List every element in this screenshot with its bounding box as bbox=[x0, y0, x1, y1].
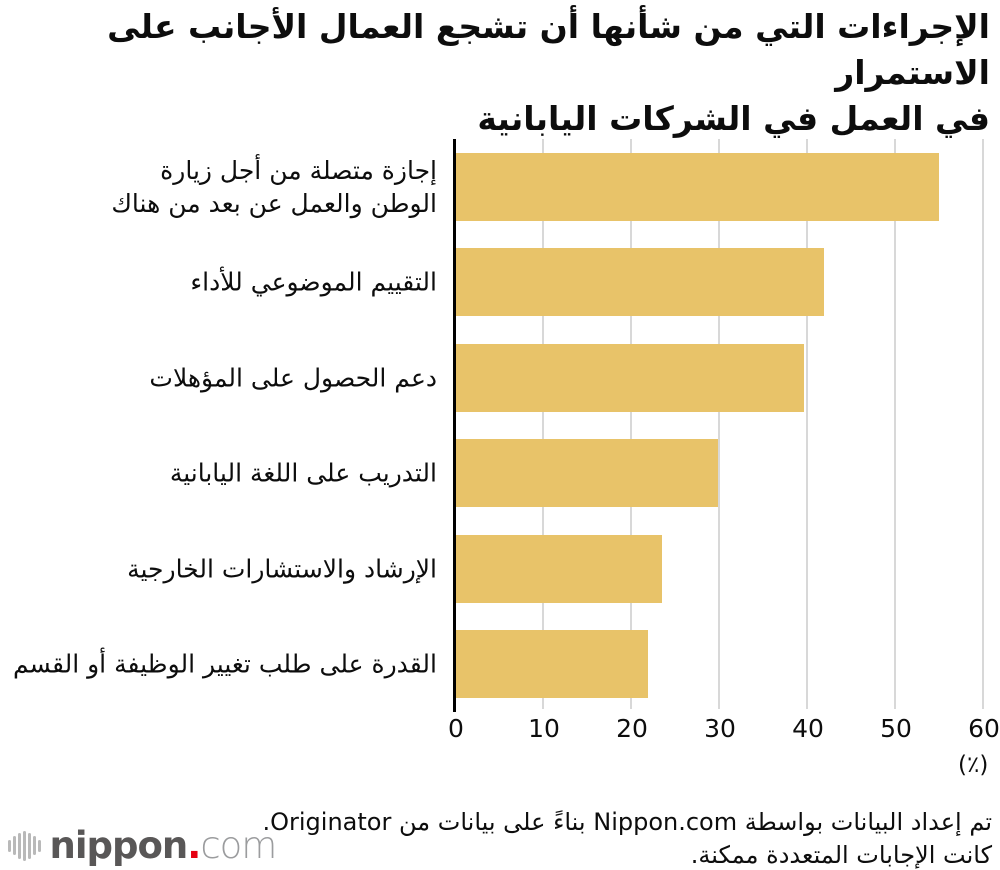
logo-dot: . bbox=[187, 824, 201, 867]
gridline-10 bbox=[542, 139, 544, 709]
bar-3 bbox=[456, 439, 719, 508]
gridline-40 bbox=[806, 139, 808, 709]
nippon-logo: nippon . com bbox=[8, 824, 278, 867]
waveform-icon bbox=[8, 826, 41, 866]
category-label-3: التدريب على اللغة اليابانية bbox=[169, 458, 437, 488]
x-tick-label-40: 40 bbox=[792, 714, 824, 743]
logo-tld: com bbox=[200, 824, 277, 867]
logo-name: nippon bbox=[49, 824, 189, 867]
source-note: تم إعداد البيانات بواسطة Nippon.com بناء… bbox=[222, 806, 992, 870]
category-label-4: الإرشاد والاستشارات الخارجية bbox=[127, 554, 437, 584]
category-label-2: دعم الحصول على المؤهلات bbox=[149, 363, 437, 393]
source-note-line1: تم إعداد البيانات بواسطة Nippon.com بناء… bbox=[262, 808, 992, 836]
bar-4 bbox=[456, 534, 662, 603]
bar-0 bbox=[456, 153, 940, 221]
x-tick-label-20: 20 bbox=[616, 714, 648, 743]
chart-title: الإجراءات التي من شأنها أن تشجع العمال ا… bbox=[107, 7, 990, 138]
gridline-60 bbox=[982, 139, 984, 709]
x-tick-label-30: 30 bbox=[704, 714, 736, 743]
gridline-50 bbox=[894, 139, 896, 709]
x-axis-unit-label: (٪) bbox=[958, 752, 989, 778]
bar-1 bbox=[456, 248, 824, 317]
nippon-logo-text: nippon . com bbox=[49, 824, 278, 867]
x-tick-label-10: 10 bbox=[528, 714, 560, 743]
category-label-1: التقييم الموضوعي للأداء bbox=[190, 267, 437, 297]
x-tick-label-0: 0 bbox=[448, 714, 464, 743]
category-label-0: إجازة متصلة من أجل زيارة الوطن والعمل عن… bbox=[111, 156, 437, 218]
source-note-line2: كانت الإجابات المتعددة ممكنة. bbox=[690, 841, 992, 869]
x-tick-label-50: 50 bbox=[880, 714, 912, 743]
category-label-5: القدرة على طلب تغيير الوظيفة أو القسم bbox=[13, 649, 437, 679]
gridline-20 bbox=[630, 139, 632, 709]
gridline-30 bbox=[718, 139, 720, 709]
x-axis-zero-line bbox=[453, 139, 456, 712]
bar-2 bbox=[456, 343, 804, 412]
x-tick-label-60: 60 bbox=[968, 714, 1000, 743]
bar-5 bbox=[456, 630, 648, 698]
